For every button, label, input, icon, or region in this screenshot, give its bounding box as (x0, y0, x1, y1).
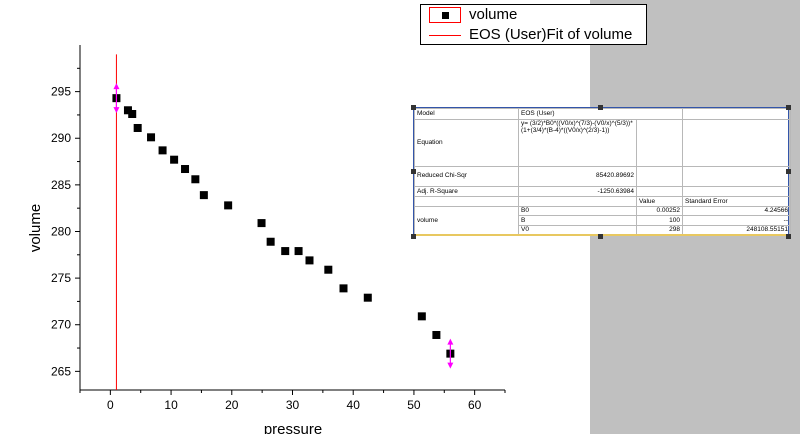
error-header-cell: Standard Error (682, 196, 791, 207)
param-group-cell: volume (414, 205, 519, 236)
y-tick-label: 280 (51, 224, 71, 238)
data-point (257, 219, 266, 228)
legend-item-fit: EOS (User)Fit of volume (421, 25, 646, 45)
x-axis-label: pressure (264, 421, 322, 434)
data-point (170, 155, 179, 164)
data-points (112, 94, 455, 358)
data-point (128, 110, 137, 118)
resize-handle[interactable] (786, 105, 791, 110)
data-point (147, 133, 156, 142)
x-tick-label: 60 (468, 398, 482, 412)
legend-label: EOS (User)Fit of volume (469, 26, 633, 43)
data-point (294, 247, 303, 256)
x-tick-label: 20 (225, 398, 239, 412)
legend-item-volume: volume (421, 5, 646, 25)
x-tick-label: 40 (347, 398, 361, 412)
r2-label-cell: Adj. R-Square (414, 185, 519, 198)
resize-handle[interactable] (786, 234, 791, 239)
y-tick-label: 275 (51, 271, 71, 285)
data-point (199, 191, 208, 200)
data-point (133, 123, 142, 132)
data-point (181, 165, 190, 174)
model-label-cell: Model (414, 108, 519, 120)
resize-handle[interactable] (411, 169, 416, 174)
square-marker-icon (429, 7, 461, 23)
y-tick-label: 290 (51, 131, 71, 145)
resize-handle[interactable] (598, 105, 603, 110)
y-tick-label: 265 (51, 364, 71, 378)
data-point (266, 237, 275, 246)
param-error-cell: 4.24566 (682, 205, 791, 217)
x-tick-label: 0 (107, 398, 114, 412)
chisqr-label-cell: Reduced Chi-Sqr (414, 165, 519, 187)
data-point (123, 106, 132, 115)
data-point (224, 201, 233, 210)
data-point (324, 265, 333, 274)
axes: 0 10 20 30 40 50 60 265 270 275 280 285 290 295 (51, 45, 506, 412)
resize-handle[interactable] (411, 105, 416, 110)
resize-handle[interactable] (411, 234, 416, 239)
highlight-marker (447, 338, 454, 369)
line-marker-icon (429, 27, 461, 43)
data-point (363, 293, 372, 302)
chisqr-value-cell: 85420.89692 (518, 165, 637, 187)
value-header-cell: Value (636, 196, 683, 207)
data-point (191, 175, 200, 184)
legend[interactable]: volume EOS (User)Fit of volume (420, 4, 647, 45)
data-point (305, 256, 314, 265)
param-name-cell: B0 (518, 205, 637, 217)
data-point (158, 146, 167, 155)
resize-handle[interactable] (598, 234, 603, 239)
highlight-markers (113, 83, 454, 369)
y-axis-label: volume (27, 204, 44, 252)
y-tick-label: 295 (51, 85, 71, 99)
param-value-cell: 0.00252 (636, 205, 683, 217)
fit-results-table[interactable]: Model EOS (User) Equation y= (3/2)*B0*((… (413, 107, 791, 236)
equation-label-cell: Equation (414, 118, 519, 167)
param-name-cell: B (518, 215, 637, 226)
data-point (281, 247, 290, 256)
equation-value-cell: y= (3/2)*B0*((V0/x)^(7/3)-(V0/x)^(5/3))*… (518, 118, 637, 167)
resize-handle[interactable] (786, 169, 791, 174)
x-tick-label: 50 (407, 398, 421, 412)
param-value-cell: 100 (636, 215, 683, 226)
r2-value-cell: -1250.63984 (518, 185, 637, 198)
data-point (417, 312, 426, 321)
param-error-cell: -- (682, 215, 791, 226)
highlight-marker (113, 83, 120, 114)
y-tick-label: 285 (51, 178, 71, 192)
x-tick-label: 10 (164, 398, 178, 412)
data-point (432, 330, 441, 339)
legend-label: volume (469, 6, 518, 23)
model-value-cell: EOS (User) (518, 108, 683, 120)
y-tick-label: 270 (51, 318, 71, 332)
x-tick-label: 30 (286, 398, 300, 412)
data-point (339, 284, 348, 293)
